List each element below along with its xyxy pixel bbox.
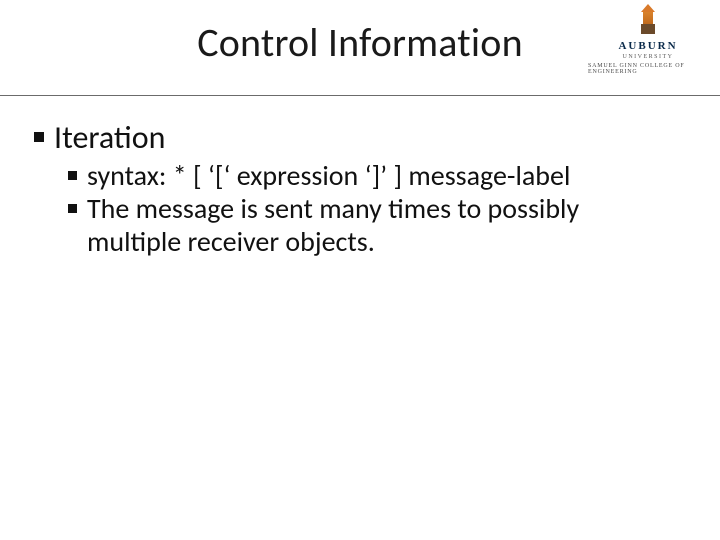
- logo-college: SAMUEL GINN COLLEGE OF ENGINEERING: [588, 63, 708, 75]
- logo-subtitle: UNIVERSITY: [623, 54, 674, 60]
- tower-icon: [640, 4, 656, 38]
- square-bullet-icon: [68, 171, 77, 180]
- bullet-level2: The message is sent many times to possib…: [68, 192, 638, 258]
- bullet-level1: Iteration: [34, 118, 686, 157]
- bullet-text: syntax: * [ ‘[‘ expression ‘]’ ] message…: [87, 159, 638, 192]
- bullet-level2: syntax: * [ ‘[‘ expression ‘]’ ] message…: [68, 159, 638, 192]
- slide-header: Control Information AUBURN UNIVERSITY SA…: [0, 0, 720, 96]
- square-bullet-icon: [68, 204, 77, 213]
- bullet-text: Iteration: [54, 118, 686, 157]
- bullet-text: The message is sent many times to possib…: [87, 192, 638, 258]
- slide-content: Iteration syntax: * [ ‘[‘ expression ‘]’…: [0, 96, 720, 258]
- square-bullet-icon: [34, 132, 44, 142]
- logo-word: AUBURN: [618, 40, 677, 52]
- auburn-logo: AUBURN UNIVERSITY SAMUEL GINN COLLEGE OF…: [588, 4, 708, 84]
- slide: Control Information AUBURN UNIVERSITY SA…: [0, 0, 720, 540]
